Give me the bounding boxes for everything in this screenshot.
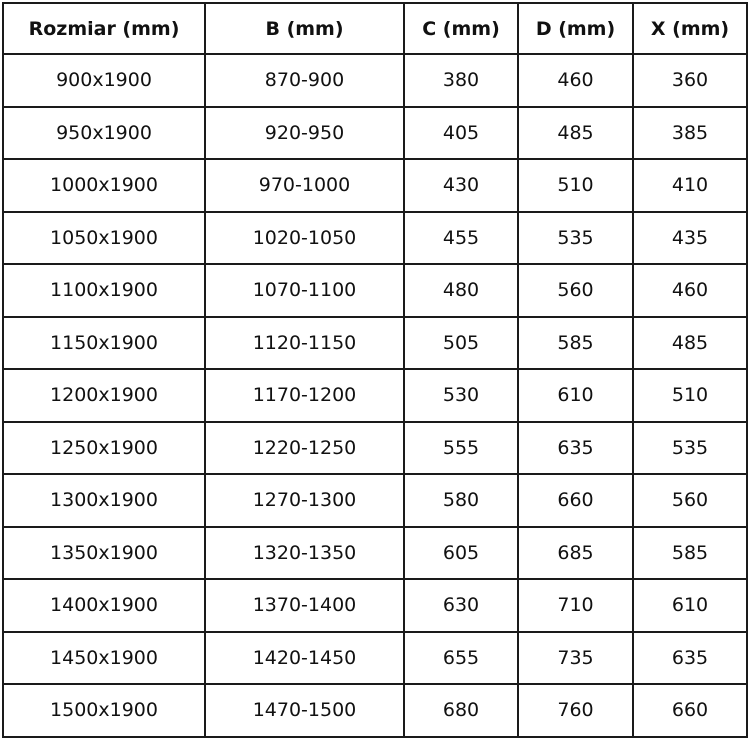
column-header: B (mm) <box>204 2 405 55</box>
table-cell: 900x1900 <box>2 53 206 108</box>
table-cell: 610 <box>517 368 634 423</box>
table-cell: 460 <box>632 263 748 318</box>
table-row: 1350x1900 1320-1350 605 685 585 <box>2 525 748 580</box>
table-cell: 680 <box>403 683 519 738</box>
table-cell: 455 <box>403 210 519 265</box>
table-cell: 585 <box>517 315 634 370</box>
table-row: 1050x1900 1020-1050 455 535 435 <box>2 210 748 265</box>
table-cell: 530 <box>403 368 519 423</box>
table-cell: 1450x1900 <box>2 630 206 685</box>
table-cell: 760 <box>517 683 634 738</box>
table-cell: 460 <box>517 53 634 108</box>
table-cell: 560 <box>632 473 748 528</box>
table-cell: 605 <box>403 525 519 580</box>
table-row: 1400x1900 1370-1400 630 710 610 <box>2 578 748 633</box>
table-cell: 630 <box>403 578 519 633</box>
table-cell: 1170-1200 <box>204 368 405 423</box>
table-cell: 950x1900 <box>2 105 206 160</box>
table-cell: 1250x1900 <box>2 420 206 475</box>
column-header: Rozmiar (mm) <box>2 2 206 55</box>
table-cell: 1500x1900 <box>2 683 206 738</box>
table-cell: 660 <box>517 473 634 528</box>
table-cell: 1150x1900 <box>2 315 206 370</box>
table-row: 1500x1900 1470-1500 680 760 660 <box>2 683 748 738</box>
table-cell: 920-950 <box>204 105 405 160</box>
table-row: 1300x1900 1270-1300 580 660 560 <box>2 473 748 528</box>
table-row: 1100x1900 1070-1100 480 560 460 <box>2 263 748 318</box>
table-cell: 1020-1050 <box>204 210 405 265</box>
table-cell: 1400x1900 <box>2 578 206 633</box>
table-cell: 710 <box>517 578 634 633</box>
table-cell: 480 <box>403 263 519 318</box>
table-cell: 970-1000 <box>204 158 405 213</box>
table-cell: 1070-1100 <box>204 263 405 318</box>
table-cell: 430 <box>403 158 519 213</box>
table-cell: 1300x1900 <box>2 473 206 528</box>
table-cell: 555 <box>403 420 519 475</box>
table-cell: 735 <box>517 630 634 685</box>
table-cell: 510 <box>517 158 634 213</box>
table-row: 1150x1900 1120-1150 505 585 485 <box>2 315 748 370</box>
table-cell: 360 <box>632 53 748 108</box>
table-cell: 1220-1250 <box>204 420 405 475</box>
table-row: 950x1900 920-950 405 485 385 <box>2 105 748 160</box>
table-cell: 485 <box>632 315 748 370</box>
table-cell: 485 <box>517 105 634 160</box>
table-cell: 385 <box>632 105 748 160</box>
table-cell: 380 <box>403 53 519 108</box>
table-cell: 635 <box>632 630 748 685</box>
table-cell: 405 <box>403 105 519 160</box>
table-cell: 610 <box>632 578 748 633</box>
table-cell: 505 <box>403 315 519 370</box>
column-header: D (mm) <box>517 2 634 55</box>
table-cell: 435 <box>632 210 748 265</box>
column-header: X (mm) <box>632 2 748 55</box>
table-cell: 870-900 <box>204 53 405 108</box>
table-cell: 1200x1900 <box>2 368 206 423</box>
table-cell: 535 <box>632 420 748 475</box>
table-cell: 410 <box>632 158 748 213</box>
table-cell: 535 <box>517 210 634 265</box>
table-row: 1250x1900 1220-1250 555 635 535 <box>2 420 748 475</box>
table-cell: 1350x1900 <box>2 525 206 580</box>
table-cell: 660 <box>632 683 748 738</box>
table-cell: 580 <box>403 473 519 528</box>
table-cell: 1000x1900 <box>2 158 206 213</box>
table-row: 1200x1900 1170-1200 530 610 510 <box>2 368 748 423</box>
table-cell: 1050x1900 <box>2 210 206 265</box>
table-cell: 635 <box>517 420 634 475</box>
table-cell: 510 <box>632 368 748 423</box>
table-cell: 1370-1400 <box>204 578 405 633</box>
table-cell: 560 <box>517 263 634 318</box>
table-cell: 655 <box>403 630 519 685</box>
table-cell: 685 <box>517 525 634 580</box>
table-cell: 585 <box>632 525 748 580</box>
table-row: 1450x1900 1420-1450 655 735 635 <box>2 630 748 685</box>
table-cell: 1120-1150 <box>204 315 405 370</box>
table-row: 900x1900 870-900 380 460 360 <box>2 53 748 108</box>
table-cell: 1420-1450 <box>204 630 405 685</box>
table-cell: 1470-1500 <box>204 683 405 738</box>
table-cell: 1100x1900 <box>2 263 206 318</box>
table-row: 1000x1900 970-1000 430 510 410 <box>2 158 748 213</box>
column-header: C (mm) <box>403 2 519 55</box>
header-row: Rozmiar (mm) B (mm) C (mm) D (mm) X (mm) <box>2 2 748 55</box>
table-cell: 1270-1300 <box>204 473 405 528</box>
table-cell: 1320-1350 <box>204 525 405 580</box>
